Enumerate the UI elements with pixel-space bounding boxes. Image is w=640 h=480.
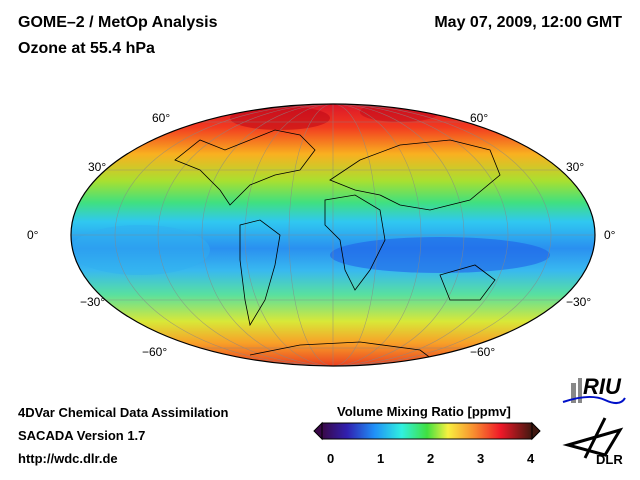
lat-label-right-30: 30° — [566, 160, 585, 174]
lat-label-left-neg30: −30° — [80, 295, 106, 309]
colorbar-title: Volume Mixing Ratio [ppmv] — [337, 404, 511, 419]
datetime: May 07, 2009, 12:00 GMT — [434, 14, 622, 31]
dlr-logo-text: DLR — [596, 452, 623, 467]
lat-label-left-30: 30° — [88, 160, 107, 174]
riu-logo — [562, 378, 626, 404]
dlr-logo — [562, 417, 624, 459]
lat-label-right-0: 0° — [604, 228, 616, 242]
colorbar — [321, 422, 533, 440]
colorbar-max-arrow — [531, 421, 541, 441]
lat-label-right-neg60: −60° — [470, 345, 496, 359]
map-border — [70, 103, 596, 367]
colorbar-tick-2: 2 — [427, 451, 435, 466]
colorbar-tick-1: 1 — [377, 451, 385, 466]
colorbar-min-arrow — [313, 421, 323, 441]
footer-link[interactable]: http://wdc.dlr.de — [18, 451, 118, 466]
footer-line1: 4DVar Chemical Data Assimilation — [18, 405, 229, 420]
colorbar-tick-4: 4 — [527, 451, 535, 466]
lat-label-right-60: 60° — [470, 111, 489, 125]
lat-label-left-60: 60° — [152, 111, 171, 125]
coastlines — [174, 129, 501, 366]
map-subtitle: Ozone at 55.4 hPa — [18, 40, 155, 57]
lat-label-left-neg60: −60° — [142, 345, 168, 359]
footer-line2: SACADA Version 1.7 — [18, 428, 146, 443]
lat-label-left-0: 0° — [27, 228, 39, 242]
map-title: GOME–2 / MetOp Analysis — [18, 14, 218, 31]
riu-logo-text: RIU — [583, 374, 621, 399]
colorbar-tick-0: 0 — [327, 451, 335, 466]
lat-label-right-neg30: −30° — [566, 295, 592, 309]
colorbar-tick-3: 3 — [477, 451, 485, 466]
